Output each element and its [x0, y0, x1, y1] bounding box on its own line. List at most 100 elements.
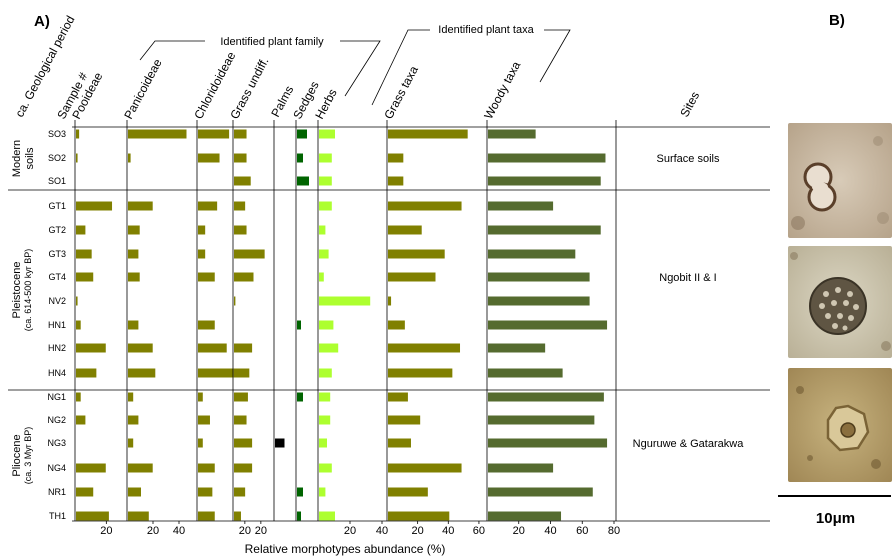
bar — [198, 438, 203, 448]
bar — [128, 368, 156, 378]
x-axis-label: Relative morphotypes abundance (%) — [245, 542, 446, 556]
taxa-group-bracket — [371, 29, 430, 106]
bar — [488, 368, 563, 378]
bar — [388, 487, 428, 497]
sample-label: HN4 — [48, 368, 66, 378]
bar — [388, 201, 462, 211]
bar — [488, 463, 554, 473]
sample-label: GT2 — [48, 225, 66, 235]
sample-label: SO1 — [48, 176, 66, 186]
bar — [388, 392, 408, 402]
bar — [319, 129, 335, 139]
sample-label: NG3 — [47, 438, 66, 448]
bar — [388, 438, 411, 448]
bar — [388, 463, 462, 473]
site-label: Ngobit II & I — [659, 272, 716, 284]
bar — [319, 153, 332, 163]
panel-b: B) — [778, 0, 893, 560]
bar — [388, 415, 421, 425]
sample-label: GT3 — [48, 249, 66, 259]
bar — [319, 487, 326, 497]
bar — [234, 368, 250, 378]
bar — [297, 153, 303, 163]
bar — [388, 249, 445, 259]
bar — [319, 511, 335, 521]
bar — [234, 511, 241, 521]
bar — [388, 272, 436, 282]
period-label-sub: (ca. 614-500 kyr BP) — [23, 249, 33, 332]
bar — [488, 296, 590, 306]
bar — [128, 487, 141, 497]
sample-label: SO2 — [48, 153, 66, 163]
bar — [234, 415, 247, 425]
bar — [319, 438, 327, 448]
tick-label: 20 — [147, 525, 159, 537]
bar — [388, 343, 461, 353]
scale-bar — [778, 495, 891, 497]
bar — [297, 320, 301, 330]
bar — [388, 153, 404, 163]
family-group-bracket — [139, 40, 205, 61]
bar — [297, 176, 309, 186]
sample-label: NG4 — [47, 463, 66, 473]
bar — [319, 201, 332, 211]
tick-label: 80 — [608, 525, 620, 537]
bar — [76, 201, 113, 211]
bar — [76, 272, 94, 282]
bar — [297, 392, 303, 402]
bar — [198, 320, 215, 330]
tick-label: 40 — [376, 525, 388, 537]
bar — [76, 343, 106, 353]
bar — [488, 129, 536, 139]
series-header: Grass undiff. — [227, 55, 271, 121]
bar — [234, 296, 236, 306]
sample-label: HN2 — [48, 343, 66, 353]
sample-label: TH1 — [49, 511, 66, 521]
bar — [128, 415, 139, 425]
bar — [128, 153, 131, 163]
bar — [76, 129, 80, 139]
bar — [319, 392, 331, 402]
bar — [319, 415, 331, 425]
bar — [128, 129, 187, 139]
period-label: Pliocene(ca. 3 Myr BP) — [11, 427, 33, 485]
bar — [198, 153, 220, 163]
bar — [198, 249, 206, 259]
bar — [128, 343, 153, 353]
abundance-chart: Modernsoils Pleistocene(ca. 614-500 kyr B… — [8, 49, 770, 556]
period-label-sub: (ca. 3 Myr BP) — [23, 427, 33, 485]
site-label: Surface soils — [657, 153, 720, 165]
bar — [297, 511, 301, 521]
phytolith-image-2 — [788, 246, 892, 358]
tick-label: 20 — [412, 525, 424, 537]
tick-label: 40 — [544, 525, 556, 537]
bar — [198, 368, 234, 378]
bar — [76, 392, 81, 402]
bar — [128, 249, 139, 259]
bar — [319, 249, 329, 259]
bar — [319, 463, 332, 473]
bar — [198, 463, 215, 473]
bar — [388, 225, 422, 235]
bar — [128, 320, 139, 330]
bar — [198, 392, 203, 402]
tick-label: 20 — [344, 525, 356, 537]
bar — [319, 176, 332, 186]
bar — [234, 249, 265, 259]
bar — [488, 392, 604, 402]
bar — [234, 392, 248, 402]
bar — [388, 176, 404, 186]
period-label: Modernsoils — [11, 140, 36, 177]
tick-label: 20 — [255, 525, 267, 537]
family-group-bracket-right — [340, 40, 381, 97]
bar — [388, 368, 453, 378]
bar — [76, 415, 86, 425]
figure-panel-a: A) Identified plant family Identified pl… — [8, 13, 770, 556]
sites-header: Sites — [677, 89, 702, 119]
bar — [319, 296, 371, 306]
bar — [198, 201, 218, 211]
bar — [297, 487, 303, 497]
bar — [234, 272, 254, 282]
bar — [234, 153, 247, 163]
period-label-line: Modern — [11, 140, 23, 177]
